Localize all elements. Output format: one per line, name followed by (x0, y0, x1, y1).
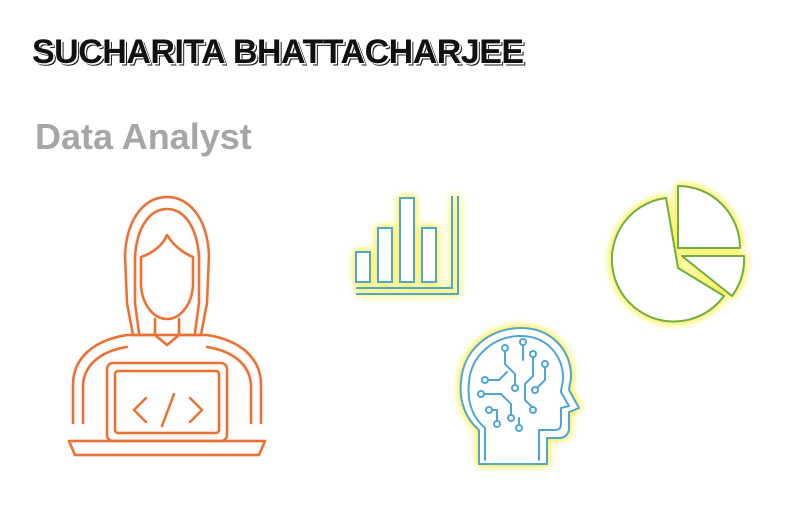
job-title: Data Analyst (35, 116, 252, 157)
pie-chart-icon (610, 185, 746, 323)
code-brackets-icon (132, 392, 204, 428)
person-with-laptop-icon (67, 195, 267, 457)
person-name: SUCHARITA BHATTACHARJEE (32, 33, 524, 71)
bar-chart-icon (355, 196, 459, 295)
ai-brain-head-icon (459, 327, 580, 465)
